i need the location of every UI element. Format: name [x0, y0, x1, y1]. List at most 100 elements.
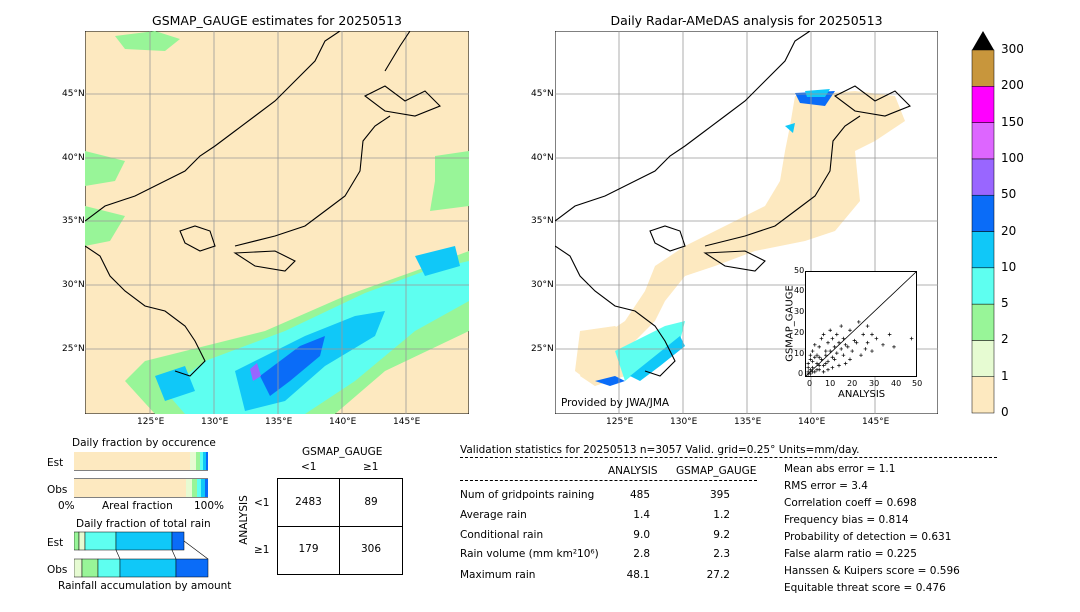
scatter-point: [870, 332, 874, 337]
stat-analysis-0: 485: [629, 489, 650, 501]
occurrence-est-label: Est: [47, 457, 64, 469]
right-map-credit: Provided by JWA/JMA: [561, 397, 670, 409]
stat-label-0: Num of gridpoints raining: [460, 489, 595, 501]
cell-a: 2483: [295, 496, 322, 508]
occurrence-axis-right: 100%: [194, 500, 225, 512]
colorbar-segment: [971, 303, 995, 341]
scatter-point: [808, 353, 813, 357]
score-4: Probability of detection = 0.631: [784, 531, 952, 543]
colorbar-segment: [971, 340, 995, 377]
right-lon-125: 125°E: [606, 417, 634, 427]
left-lon-135: 135°E: [265, 417, 293, 427]
scatter-point: [859, 353, 863, 357]
scatter-point: [808, 357, 813, 362]
scatter-point: [821, 363, 826, 368]
scatter-point: [810, 365, 815, 370]
scatter-point: [817, 345, 821, 349]
score-7: Equitable threat score = 0.476: [784, 582, 946, 594]
scatter-point: [881, 343, 885, 347]
scatter-point: [892, 345, 896, 349]
cell-c: 179: [298, 543, 319, 555]
left-lat-25: 25°N: [62, 344, 85, 354]
scatter-point: [874, 336, 879, 341]
scatter-point: [835, 351, 839, 355]
scatter-point: [909, 336, 914, 341]
stat-analysis-1: 1.4: [633, 509, 650, 521]
colorbar-label: 300: [1001, 42, 1024, 56]
scatter-ytick-10: 10: [794, 349, 805, 358]
colorbar-extend-arrow: [972, 31, 994, 50]
validation-header: Validation statistics for 20250513 n=305…: [460, 444, 860, 456]
validation-divider: [460, 457, 997, 458]
score-0: Mean abs error = 1.1: [784, 463, 896, 475]
scatter-point: [808, 367, 813, 372]
rain-axis-label: Rainfall accumulation by amount: [58, 580, 232, 592]
right-lon-135: 135°E: [734, 417, 762, 427]
scatter-point: [854, 340, 859, 345]
scatter-point: [806, 365, 810, 370]
rain-obs-label: Obs: [47, 564, 68, 576]
stat-gsmap-0: 395: [709, 489, 730, 501]
score-6: Hanssen & Kuipers score = 0.596: [784, 565, 960, 577]
scatter-plot: [805, 271, 917, 377]
scatter-point: [846, 345, 850, 349]
scatter-point: [819, 336, 824, 341]
scatter-point: [817, 363, 821, 368]
scatter-point: [861, 332, 865, 337]
stat-label-2: Conditional rain: [460, 529, 544, 541]
score-5: False alarm ratio = 0.225: [784, 548, 917, 560]
scatter-point: [830, 365, 835, 370]
colorbar-label: 200: [1001, 78, 1024, 93]
scatter-point: [843, 361, 848, 366]
scatter-point: [841, 336, 846, 341]
scatter-point: [865, 324, 870, 328]
scatter-point: [848, 357, 852, 362]
scatter-point: [826, 340, 830, 345]
contingency-col-lt1: <1: [301, 461, 317, 473]
colorbar-label: 2: [1001, 332, 1009, 347]
scatter-point: [837, 340, 841, 345]
scatter-point: [839, 324, 843, 328]
occurrence-obs-label: Obs: [47, 484, 68, 496]
stat-analysis-3: 2.8: [633, 548, 650, 560]
scatter-point: [835, 332, 839, 337]
rain-bars: [74, 531, 209, 578]
scatter-point: [821, 370, 826, 374]
scatter-point: [824, 361, 828, 366]
scatter-point: [826, 359, 830, 364]
scatter-xtick-40: 40: [891, 379, 902, 388]
scatter-point: [857, 320, 861, 324]
stat-label-3: Rain volume (mm km²10⁶): [460, 548, 599, 560]
scatter-point: [810, 359, 815, 364]
occurrence-axis-left: 0%: [58, 500, 75, 512]
scatter-point: [810, 349, 815, 353]
left-lat-40: 40°N: [62, 153, 85, 163]
occurrence-title: Daily fraction by occurence: [72, 437, 216, 449]
scatter-point: [837, 363, 841, 368]
scatter-point: [826, 367, 830, 372]
cell-b: 89: [364, 496, 378, 508]
scatter-ytick-20: 20: [794, 328, 805, 337]
scatter-ytick-30: 30: [794, 307, 805, 316]
scatter-point: [821, 332, 826, 337]
colorbar-label: 10: [1001, 259, 1017, 274]
scatter-ytick-50: 50: [794, 266, 805, 275]
stat-gsmap-2: 9.2: [713, 529, 730, 541]
colorbar-label: 0: [1001, 405, 1009, 419]
occurrence-est-bar: [74, 452, 190, 470]
scatter-xtick-10: 10: [825, 379, 836, 388]
stat-gsmap-1: 1.2: [713, 509, 730, 521]
colorbar-segment: [971, 267, 995, 305]
occurrence-axis-mid: Areal fraction: [102, 500, 173, 512]
colorbar-label: 150: [1001, 114, 1024, 129]
colorbar-segment: [971, 194, 995, 232]
contingency-col-ge1: ≥1: [363, 461, 379, 473]
contingency-table: 2483 89 179 306: [277, 478, 403, 575]
contingency-row-lt1: <1: [254, 497, 270, 509]
right-lat-40: 40°N: [531, 153, 554, 163]
right-coastline: [555, 31, 911, 377]
scatter-point: [806, 361, 810, 366]
scatter-xtick-20: 20: [847, 379, 858, 388]
occurrence-bars: [74, 452, 208, 498]
scatter-point: [815, 361, 819, 366]
